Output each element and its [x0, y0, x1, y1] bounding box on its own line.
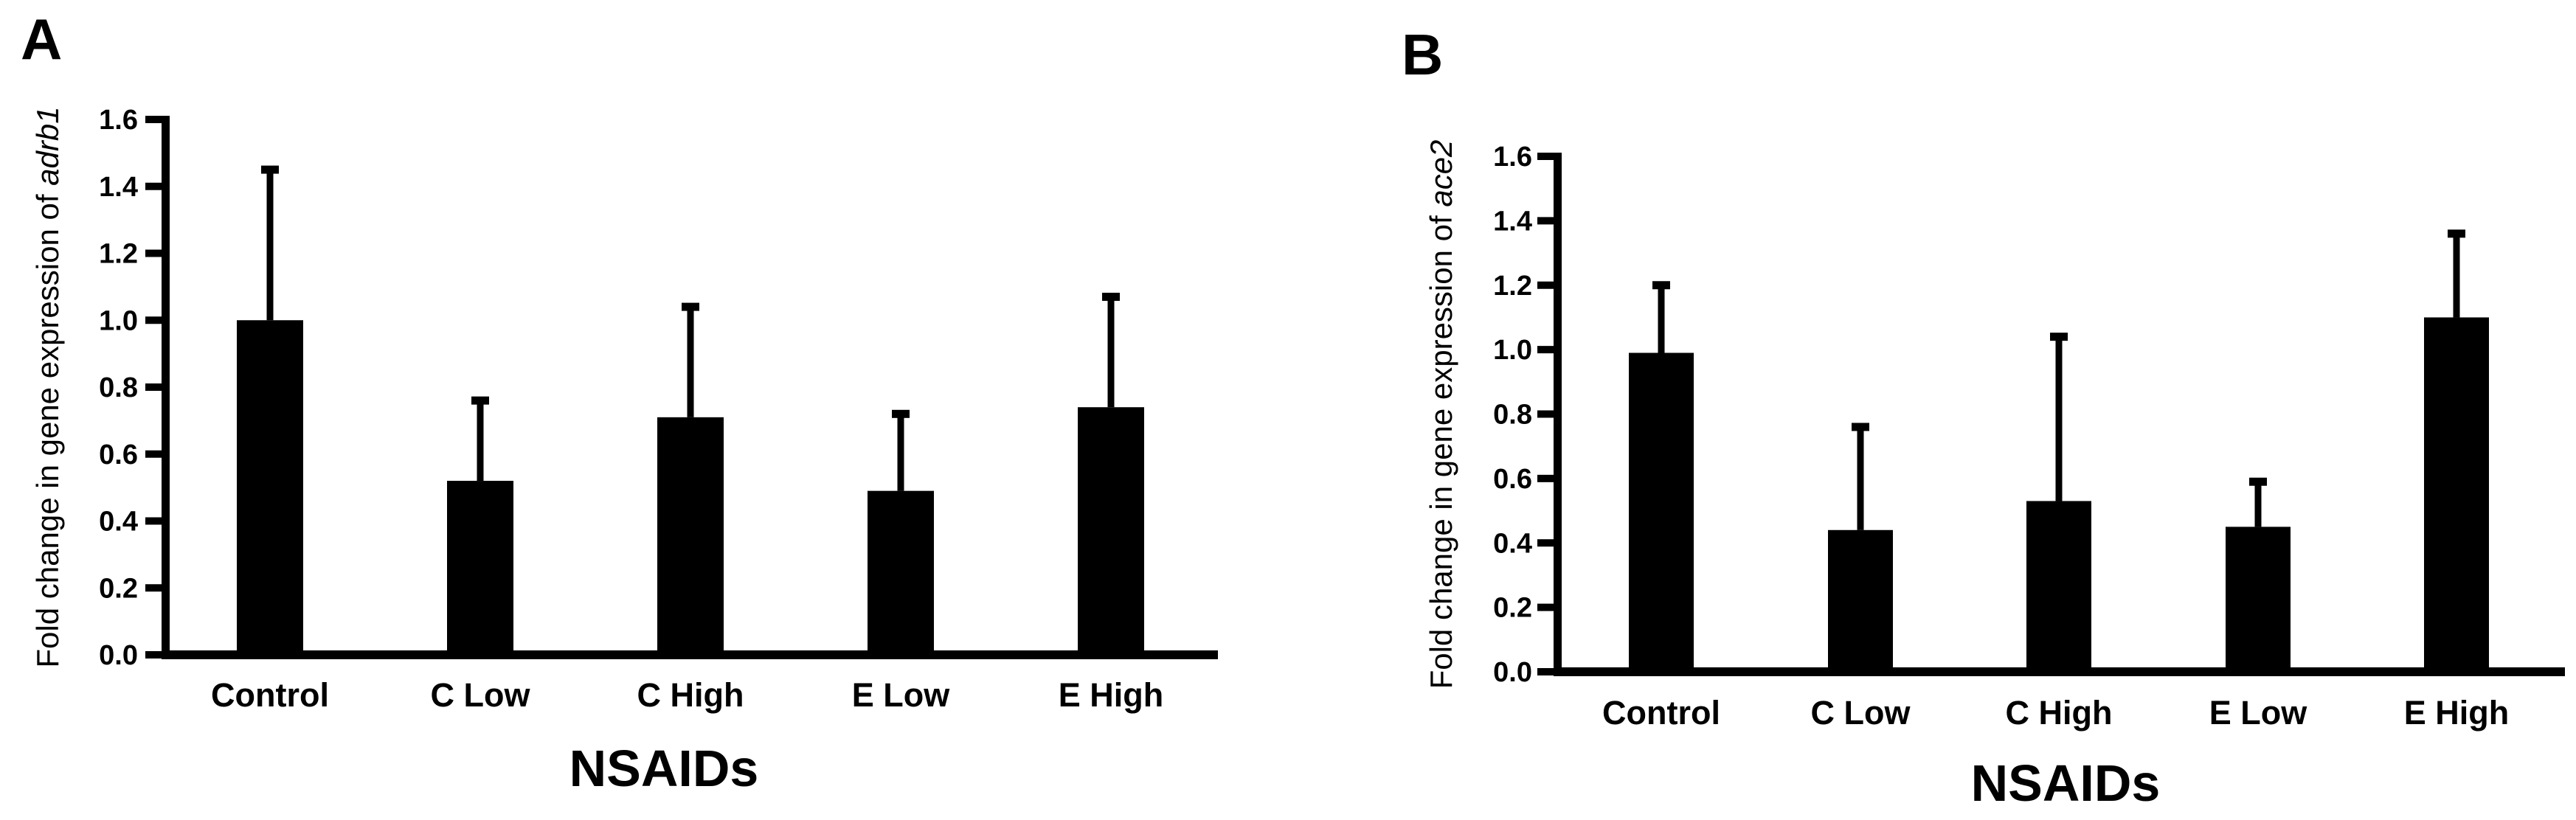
panel-a-y-tick-label: 1.4: [99, 172, 138, 203]
panel-a-y-tick-label: 0.8: [99, 372, 138, 403]
panel-b-y-tick: [1537, 668, 1554, 675]
panel-b-y-axis-line: [1554, 153, 1562, 676]
panel-a-error-bar-c-low: [477, 400, 484, 482]
panel-a-y-tick: [145, 450, 162, 458]
panel-b-category-label-e-high: E High: [2404, 694, 2510, 732]
panel-a-bar-c-low: [447, 481, 513, 655]
panel-a-error-cap-e-low: [892, 409, 910, 418]
panel-a-y-tick: [145, 383, 162, 391]
panel-b-gene-name: ace2: [1424, 140, 1458, 207]
panel-a-category-label-e-high: E High: [1059, 676, 1164, 714]
panel-b-y-tick-label: 1.4: [1493, 206, 1532, 237]
panel-a: A Fold change in gene expression of adrb1…: [21, 7, 1218, 797]
panel-b-category-label-e-low: E Low: [2209, 694, 2307, 732]
panel-a-x-axis-title: NSAIDs: [569, 740, 759, 797]
panel-b-error-cap-control: [1652, 281, 1670, 290]
panel-a-y-tick: [145, 116, 162, 123]
panel-a-error-bar-e-low: [897, 414, 904, 491]
panel-a-y-tick-label: 1.6: [99, 105, 138, 136]
panel-b-bar-c-low: [1828, 529, 1893, 672]
panel-a-category-label-control: Control: [211, 676, 329, 714]
panel-b-y-axis-title: Fold change in gene expression of ace2: [1424, 140, 1458, 689]
panel-b-category-label-c-low: C Low: [1811, 694, 1911, 732]
panel-a-y-axis-line: [162, 116, 170, 659]
panel-b-y-tick-label: 0.6: [1493, 464, 1532, 495]
panel-a-y-tick-label: 0.0: [99, 640, 138, 671]
panel-a-y-tick-label: 0.2: [99, 573, 138, 604]
panel-b-y-tick: [1537, 153, 1554, 160]
panel-a-y-tick-label: 0.6: [99, 439, 138, 470]
panel-b-y-tick: [1537, 281, 1554, 289]
panel-a-y-axis-title: Fold change in gene expression of adrb1: [30, 106, 65, 667]
panel-b-y-tick-label: 0.2: [1493, 593, 1532, 624]
panel-a-gene-name: adrb1: [30, 106, 65, 185]
panel-b-y-tick: [1537, 410, 1554, 418]
panel-a-bar-e-low: [868, 490, 934, 655]
panel-b-label: B: [1402, 22, 1443, 87]
panel-b-error-bar-e-high: [2453, 233, 2460, 318]
panel-b-error-cap-c-high: [2050, 333, 2068, 341]
panel-b-error-cap-e-high: [2448, 229, 2465, 238]
panel-b-error-cap-c-low: [1852, 423, 1869, 431]
panel-a-category-label-c-low: C Low: [431, 676, 531, 714]
panel-a-label: A: [21, 7, 62, 72]
panel-a-error-cap-control: [261, 165, 279, 174]
panel-b-y-tick-label: 0.4: [1493, 528, 1532, 559]
panel-b-y-tick: [1537, 474, 1554, 482]
panel-b-y-tick-label: 1.0: [1493, 335, 1532, 366]
panel-a-y-tick: [145, 584, 162, 592]
panel-b-error-bar-c-high: [2055, 336, 2063, 501]
panel-a-category-label-c-high: C High: [637, 676, 744, 714]
panel-b-y-tick-label: 0.0: [1493, 657, 1532, 688]
panel-b-category-label-control: Control: [1602, 694, 1720, 732]
panel-a-error-bar-control: [266, 170, 274, 321]
panel-b-y-tick-label: 1.2: [1493, 271, 1532, 302]
panel-b-y-tick: [1537, 217, 1554, 225]
panel-b-y-tick: [1537, 539, 1554, 547]
panel-b-x-axis-title: NSAIDs: [1971, 754, 2161, 812]
panel-b-bar-c-high: [2026, 501, 2091, 672]
panel-b-error-cap-e-low: [2249, 477, 2267, 486]
panel-a-bar-control: [237, 320, 303, 655]
panel-b-error-bar-c-low: [1857, 426, 1864, 530]
panel-a-y-tick: [145, 182, 162, 190]
panel-b-y-tick: [1537, 603, 1554, 611]
panel-b: B Fold change in gene expression of ace2 0…: [1402, 22, 2565, 812]
panel-b-y-tick-label: 1.6: [1493, 142, 1532, 173]
panel-a-y-tick-label: 0.4: [99, 507, 138, 538]
panel-a-bar-c-high: [657, 417, 724, 655]
panel-a-y-tick: [145, 517, 162, 525]
panel-a-error-cap-c-low: [471, 396, 489, 405]
panel-a-error-cap-e-high: [1102, 292, 1120, 301]
panel-a-bar-e-high: [1078, 407, 1144, 655]
panel-b-category-label-c-high: C High: [2006, 694, 2113, 732]
panel-a-y-tick-label: 1.2: [99, 239, 138, 270]
panel-a-y-tick: [145, 249, 162, 257]
panel-a-category-label-e-low: E Low: [852, 676, 950, 714]
panel-a-y-axis-title-text: Fold change in gene expression of: [30, 186, 65, 668]
panel-b-error-bar-e-low: [2254, 482, 2262, 527]
panel-a-error-cap-c-high: [682, 302, 699, 311]
panel-b-y-tick-label: 0.8: [1493, 400, 1532, 431]
panel-b-error-bar-control: [1658, 285, 1665, 353]
panel-b-y-tick: [1537, 346, 1554, 354]
panel-a-y-tick: [145, 651, 162, 659]
panel-a-error-bar-c-high: [687, 307, 694, 417]
panel-a-y-tick-label: 1.0: [99, 305, 138, 336]
panel-b-y-axis-title-text: Fold change in gene expression of: [1424, 207, 1458, 689]
panel-b-bar-e-low: [2226, 527, 2291, 672]
panel-b-bar-control: [1629, 352, 1694, 672]
panel-a-y-tick: [145, 316, 162, 324]
panel-a-error-bar-e-high: [1107, 296, 1115, 408]
panel-b-bar-e-high: [2424, 317, 2489, 672]
